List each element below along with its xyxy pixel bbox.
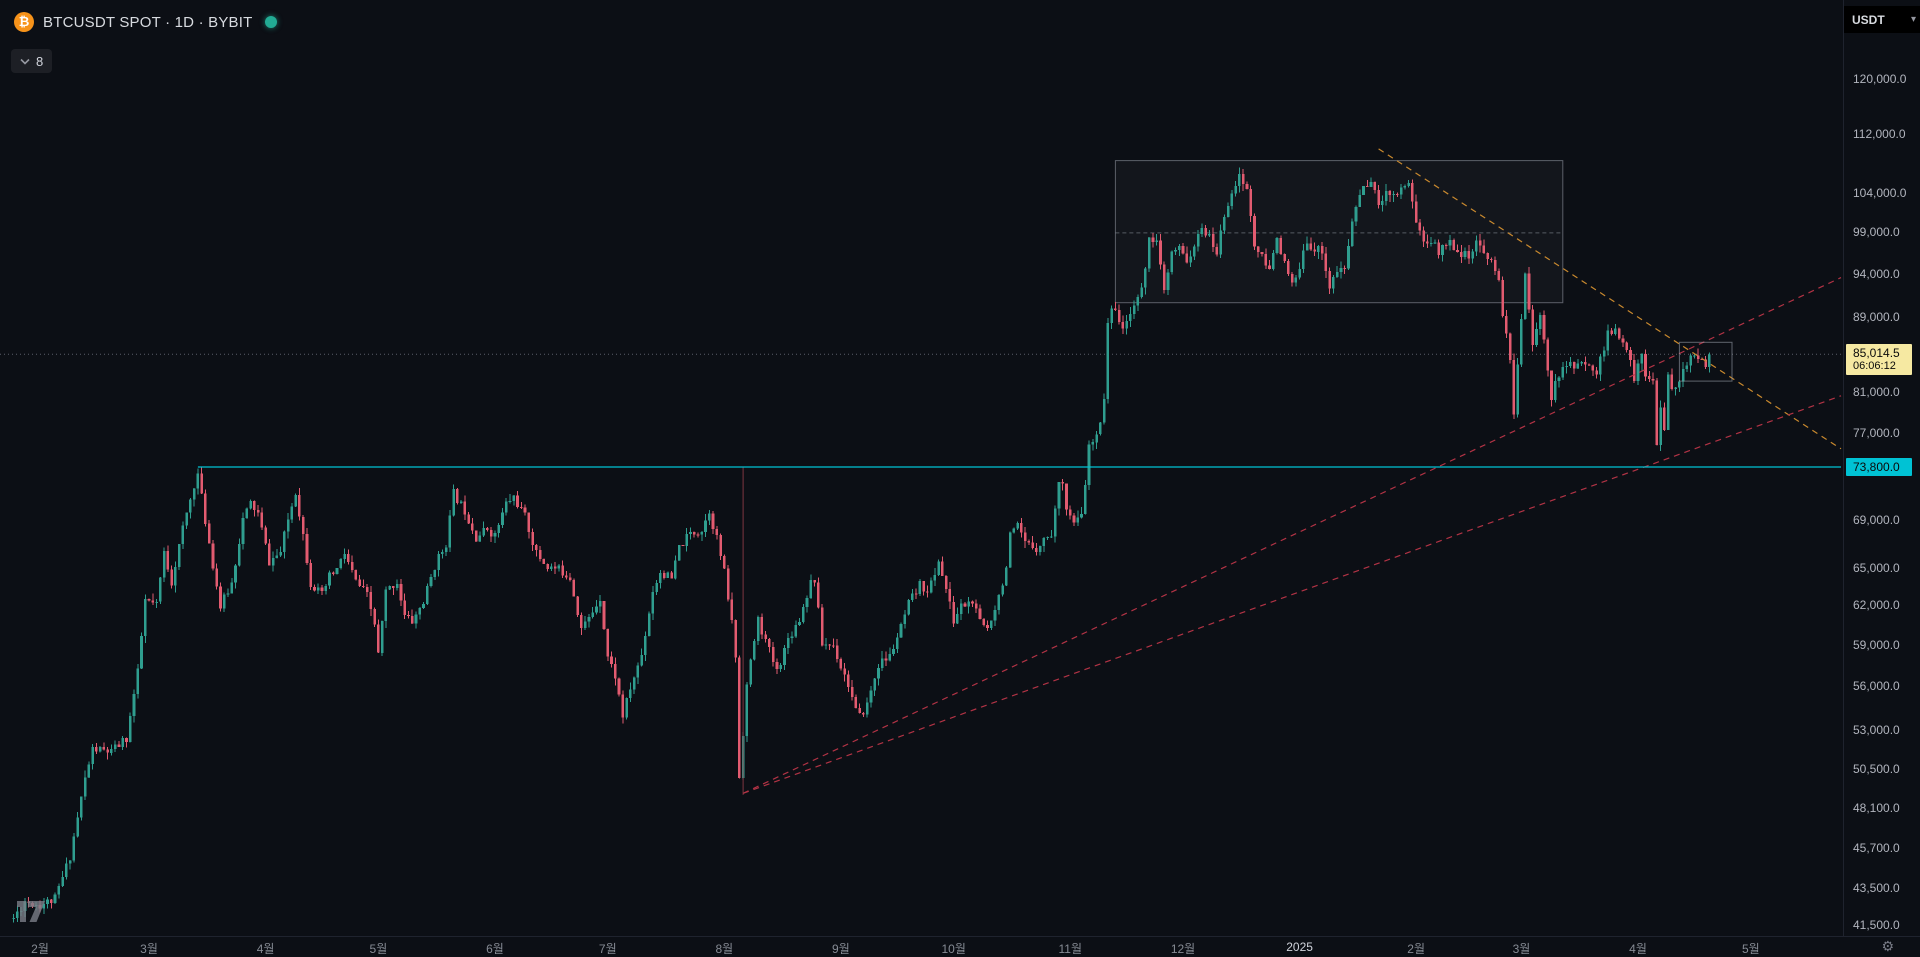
price-tick: 48,100.0 [1853,800,1900,815]
chevron-down-icon: ▾ [1910,14,1916,25]
time-tick: 10월 [941,942,966,956]
legend-collapse-button[interactable]: 8 [11,49,53,73]
indicator-count: 8 [36,53,44,69]
bitcoin-icon: ₿ [14,12,34,32]
currency-toggle[interactable]: USDT ▾ [1844,6,1920,33]
price-tick: 69,000.0 [1853,513,1900,528]
time-tick: 4월 [1629,942,1647,956]
price-tick: 62,000.0 [1853,598,1900,613]
time-tick: 11월 [1058,942,1082,956]
time-tick: 3월 [140,942,158,956]
current-price-label: 85,014.5 06:06:12 [1846,344,1912,376]
time-tick: 5월 [369,942,388,956]
price-tick: 59,000.0 [1853,637,1900,652]
chart-legend: ₿ BTCUSDT SPOT · 1D · BYBIT [14,12,278,32]
price-tick: 65,000.0 [1853,560,1900,575]
bar-countdown: 06:06:12 [1853,360,1896,373]
time-tick: 2025 [1286,940,1313,954]
currency-label: USDT [1852,12,1885,27]
price-tick: 120,000.0 [1853,72,1907,87]
time-tick: 2월 [31,942,49,956]
time-tick: 9월 [832,942,850,956]
price-tick: 50,500.0 [1853,761,1900,776]
trendline-annotations[interactable] [197,148,1842,795]
price-tick: 45,700.0 [1853,841,1900,856]
market-status-dot[interactable] [265,16,278,28]
time-tick: 4월 [256,942,275,956]
price-tick: 112,000.0 [1853,127,1906,142]
price-tick: 53,000.0 [1853,723,1900,738]
price-tick: 81,000.0 [1853,385,1900,400]
price-axis[interactable]: USDT ▾ 85,014.5 06:06:12 73,800.0 120,00… [1843,0,1920,936]
range-box-annotations[interactable] [1114,160,1564,304]
tradingview-logo-icon [17,901,45,922]
tradingview-logo[interactable] [16,900,46,928]
time-tick: 3월 [1512,942,1531,956]
price-tick: 94,000.0 [1853,266,1900,281]
time-tick: 5월 [1741,942,1760,956]
price-tick: 104,000.0 [1853,186,1907,201]
time-tick: 12월 [1170,942,1196,956]
chevron-down-icon [20,58,30,65]
time-tick: 7월 [598,942,617,956]
support-level-label: 73,800.0 [1846,457,1912,476]
price-tick: 41,500.0 [1853,918,1900,933]
time-axis[interactable]: ⚙ 2월 3월 4월 5월 6월 7월 8월 9월 10월 11월 12월 2025 2월 3월 4월 5월 [0,936,1920,957]
price-tick: 99,000.0 [1853,225,1900,240]
price-tick: 77,000.0 [1853,425,1900,440]
symbol-title[interactable]: BTCUSDT SPOT · 1D · BYBIT [43,13,253,31]
time-tick: 8월 [715,942,734,956]
time-tick: 6월 [486,942,504,956]
price-tick: 43,500.0 [1853,880,1900,895]
settings-icon[interactable]: ⚙ [1881,939,1894,955]
price-tick: 56,000.0 [1853,679,1900,694]
price-chart-canvas[interactable] [0,0,1843,936]
current-price-value: 85,014.5 [1853,346,1900,361]
candles [12,167,1711,923]
time-tick: 2월 [1407,942,1426,956]
price-tick: 89,000.0 [1853,310,1900,325]
